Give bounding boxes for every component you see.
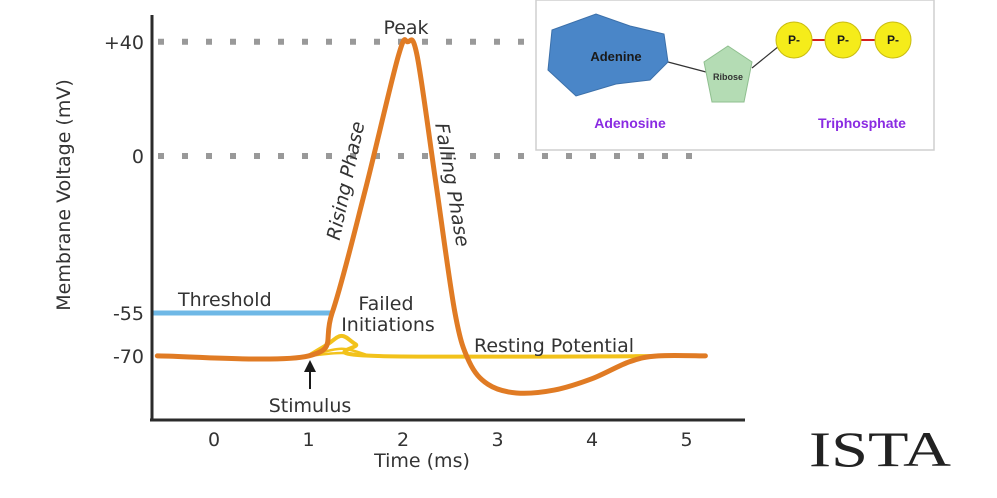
peak-label: Peak — [383, 17, 428, 39]
phosphate-label-1: P- — [788, 33, 800, 47]
adenine-ribose-bond — [667, 61, 707, 73]
failed-initiations-label-line1: Failed — [358, 293, 413, 315]
x-tick-label: 3 — [491, 429, 503, 451]
ribose-shape — [703, 45, 753, 103]
x-axis-label: Time (ms) — [373, 450, 470, 472]
reference-lines-layer — [152, 38, 700, 316]
threshold-label: Threshold — [177, 289, 272, 311]
stimulus-label: Stimulus — [269, 395, 352, 417]
y-tick-label: +40 — [104, 32, 144, 54]
tick-labels-layer: +40 0 -55 -70 0 1 2 3 4 5 — [104, 32, 693, 451]
x-tick-label: 4 — [586, 429, 598, 451]
adenine-label: Adenine — [590, 49, 641, 64]
phosphate-circle-3 — [874, 21, 912, 59]
y-axis-label: Membrane Voltage (mV) — [53, 79, 75, 311]
adenosine-label: Adenosine — [594, 115, 666, 131]
y-tick-label: -70 — [113, 346, 144, 368]
x-tick-label: 2 — [397, 429, 409, 451]
series-layer — [154, 37, 708, 396]
action-potential-line — [154, 37, 708, 396]
rising-phase-label: Rising Phase — [323, 120, 370, 242]
ista-logo: ISTA — [809, 421, 951, 477]
failed-initiations-label-line2: Initiations — [341, 314, 435, 336]
y-tick-label: 0 — [132, 146, 144, 168]
stimulus-arrow-icon — [304, 360, 316, 389]
phosphate-label-2: P- — [837, 33, 849, 47]
phosphate-circle-1 — [775, 21, 813, 59]
phosphate-label-3: P- — [887, 33, 899, 47]
ribose-label: Ribose — [713, 72, 743, 82]
axes-layer — [150, 15, 745, 422]
phosphate-circle-2 — [824, 21, 862, 59]
atp-inset: Adenine Ribose P- P- P- Adenosine Tripho… — [535, 0, 935, 151]
resting-potential-label: Resting Potential — [474, 335, 634, 357]
x-tick-label: 1 — [302, 429, 314, 451]
y-tick-label: -55 — [113, 303, 144, 325]
x-tick-label: 0 — [208, 429, 220, 451]
triphosphate-label: Triphosphate — [818, 115, 906, 131]
adenine-shape — [547, 13, 669, 97]
x-tick-label: 5 — [680, 429, 692, 451]
